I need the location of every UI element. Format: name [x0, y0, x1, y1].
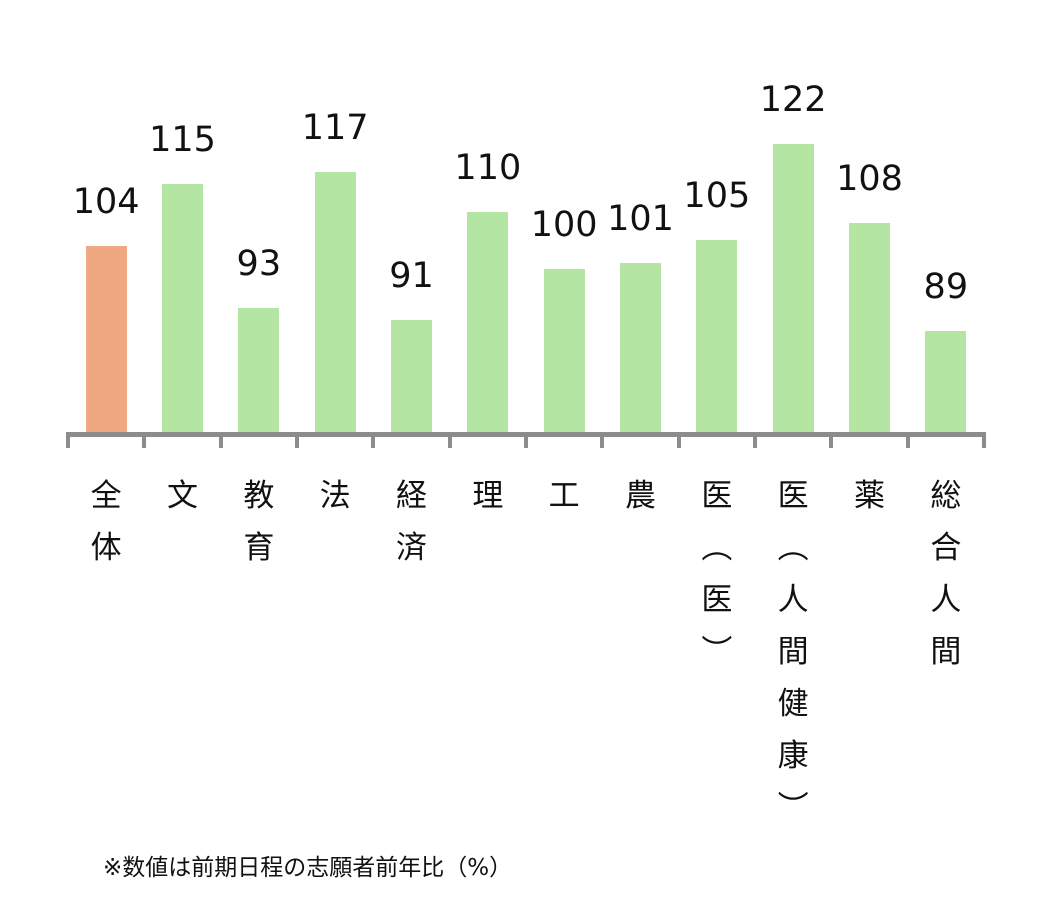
data-label: 122 — [759, 80, 827, 120]
category-char: 体 — [90, 530, 122, 566]
x-axis-tick — [371, 432, 376, 448]
footnote: ※数値は前期日程の志願者前年比（%） — [103, 855, 513, 881]
category-char: 育 — [243, 530, 275, 566]
bar — [543, 268, 585, 433]
category-label: 工 — [534, 470, 594, 522]
category-char: ︶ — [701, 634, 733, 670]
data-label: 110 — [454, 148, 522, 188]
x-axis-tick — [66, 432, 70, 448]
category-label: 文 — [153, 470, 213, 522]
category-char: ︵ — [701, 530, 733, 566]
bar — [925, 331, 967, 433]
category-label: 教育 — [229, 470, 289, 574]
category-char: 全 — [90, 478, 122, 514]
category-char: 健 — [777, 686, 809, 722]
bar — [238, 308, 280, 433]
category-char: 文 — [167, 478, 198, 514]
bar — [467, 212, 509, 433]
category-char: ︵ — [777, 530, 809, 566]
data-label: 117 — [301, 108, 369, 149]
bar — [849, 223, 890, 433]
category-char: 間 — [777, 634, 809, 670]
bar — [696, 240, 738, 433]
x-axis-tick — [753, 432, 757, 448]
category-char: 間 — [930, 634, 962, 670]
bar — [85, 246, 127, 433]
data-label: 91 — [389, 255, 434, 296]
data-label: 115 — [149, 119, 216, 160]
category-char: 医 — [701, 582, 733, 618]
data-label: 101 — [607, 199, 674, 239]
category-char: ︶ — [777, 790, 809, 826]
category-char: 総 — [930, 478, 962, 514]
data-label: 93 — [236, 244, 282, 285]
category-char: 医 — [777, 478, 809, 514]
category-label: 総合人間 — [916, 470, 976, 678]
x-axis-tick — [524, 432, 528, 448]
category-char: 経 — [396, 478, 427, 514]
bar — [772, 144, 814, 433]
x-axis-tick — [829, 432, 834, 448]
data-label: 100 — [530, 204, 598, 245]
category-char: 法 — [319, 478, 351, 514]
data-label: 104 — [72, 182, 140, 222]
category-char: 農 — [625, 478, 656, 514]
x-axis-tick — [982, 432, 986, 448]
category-char: 理 — [472, 478, 504, 514]
bar — [620, 263, 661, 433]
category-label: 医 ︵ 人間健康 ︶ — [763, 470, 823, 834]
data-label: 105 — [683, 176, 751, 217]
bar — [314, 172, 356, 433]
category-char: 医 — [701, 478, 733, 514]
category-char: 済 — [396, 530, 427, 566]
category-char: 工 — [548, 478, 580, 514]
category-char: 人 — [777, 582, 809, 618]
category-char: 薬 — [854, 478, 885, 514]
x-axis-tick — [447, 432, 452, 448]
category-label: 理 — [458, 470, 518, 522]
bar — [162, 183, 203, 433]
x-axis-tick — [676, 432, 681, 448]
category-label: 薬 — [840, 470, 900, 522]
x-axis-tick — [142, 432, 147, 448]
category-label: 法 — [305, 470, 365, 522]
category-char: 合 — [930, 530, 962, 566]
x-axis-tick — [295, 432, 299, 448]
category-label: 医 ︵ 医 ︶ — [687, 470, 747, 678]
category-label: 農 — [611, 470, 671, 522]
data-label: 89 — [923, 267, 969, 307]
category-char: 康 — [777, 738, 809, 774]
bar — [391, 319, 432, 433]
data-label: 108 — [836, 159, 903, 200]
x-axis-tick — [218, 432, 223, 448]
x-axis-tick — [600, 432, 605, 448]
x-axis-tick — [905, 432, 910, 448]
category-label: 経済 — [382, 470, 442, 574]
category-label: 全体 — [76, 470, 136, 574]
category-char: 教 — [243, 478, 275, 514]
category-char: 人 — [930, 582, 962, 618]
